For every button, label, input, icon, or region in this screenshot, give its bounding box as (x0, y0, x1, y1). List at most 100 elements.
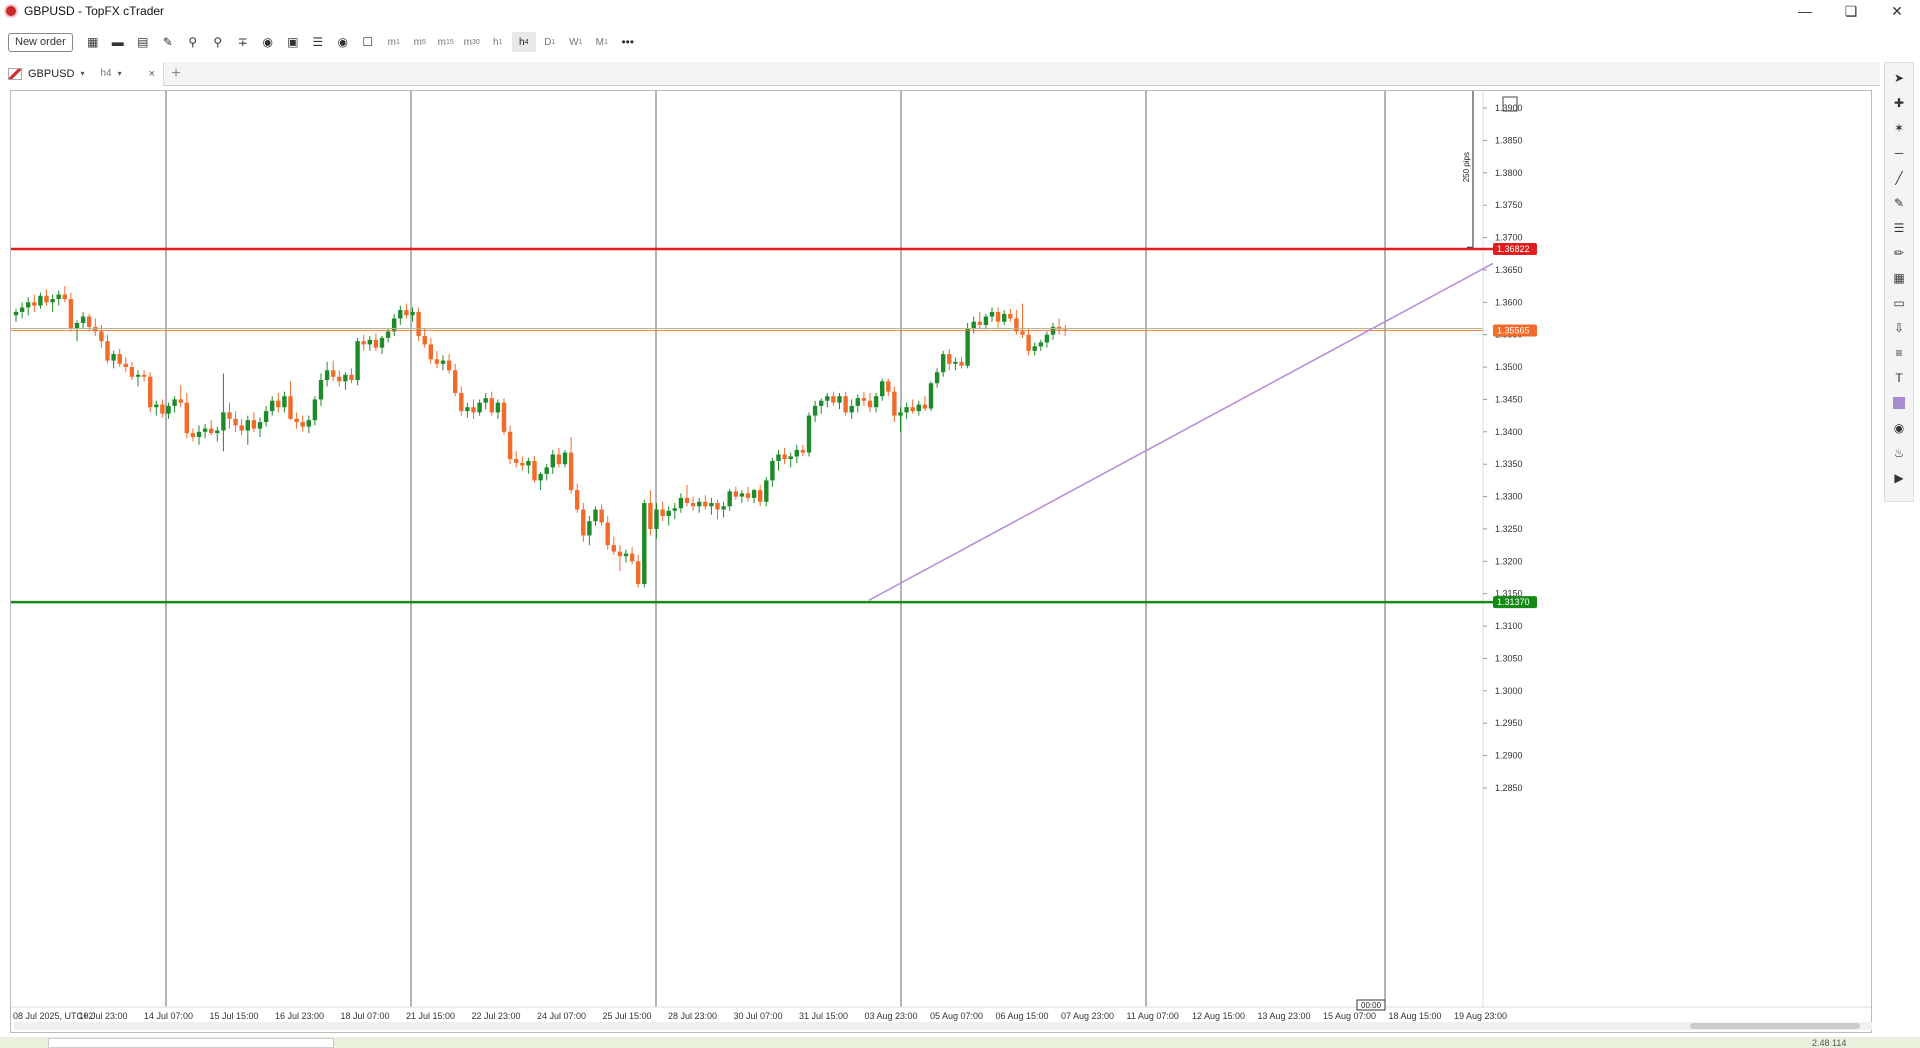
candle-bullish (562, 452, 568, 465)
horizontal-line-icon[interactable]: ─ (1894, 146, 1904, 160)
grid-icon[interactable]: ▦ (1893, 271, 1905, 285)
crosshair-icon[interactable]: ✚ (1893, 96, 1905, 110)
minimize-icon[interactable]: — (1798, 3, 1812, 19)
candle-bullish (928, 383, 934, 409)
sentiment-icon[interactable]: ◉ (262, 35, 273, 49)
rectangle-icon[interactable]: ▭ (1893, 296, 1905, 310)
candle-bullish (343, 374, 348, 382)
candle-bullish (355, 341, 360, 380)
horizontal-scrollbar[interactable] (14, 1022, 1872, 1030)
candle-bearish (446, 360, 452, 371)
chart-area[interactable]: 1.3900 1.3850 1.3800 1.3750 1.3700 1.3650 1.36… (10, 90, 1872, 1033)
candle-bearish (233, 418, 238, 426)
candle-bullish (672, 508, 677, 511)
single-chart-icon[interactable]: ▬ (111, 35, 124, 49)
candle-bearish (568, 452, 574, 491)
restore-icon[interactable]: ❏ (1844, 2, 1858, 19)
fib-icon[interactable]: ☰ (1893, 221, 1905, 235)
replay-icon[interactable]: ▶ (1894, 471, 1904, 485)
candle-bearish (959, 361, 964, 366)
eye-icon[interactable]: ◉ (337, 35, 348, 49)
more-icon[interactable]: ••• (621, 35, 635, 49)
indicators-icon[interactable]: ∓ (237, 35, 248, 49)
candle-bullish (825, 396, 830, 401)
edit-chart-icon[interactable]: ✎ (162, 35, 173, 49)
timeframe-m30[interactable]: m 30 (463, 36, 480, 48)
candle-bullish (1032, 346, 1037, 351)
timeframe-dropdown-icon[interactable]: ▾ (117, 69, 122, 78)
candle-bullish (38, 295, 43, 306)
alert-bell-icon[interactable]: ♨ (1893, 446, 1905, 460)
trend-line-icon[interactable]: ╱ (1895, 171, 1903, 185)
scrollbar-thumb[interactable] (1690, 1023, 1860, 1029)
zoom-in-icon[interactable]: ⚲ (188, 35, 198, 49)
layout-grid-icon[interactable]: ▦ (87, 35, 99, 49)
candle-bearish (331, 370, 336, 377)
tab-timeframe[interactable]: h4 (100, 68, 112, 79)
y-tick-label: 1.3000 (1495, 686, 1523, 696)
y-tick-label: 1.3750 (1495, 200, 1523, 210)
support-price-label-bg (1493, 596, 1537, 609)
candle-bearish (123, 363, 128, 368)
color-swatch-icon[interactable] (1889, 394, 1909, 412)
candle-bullish (1044, 334, 1050, 343)
text-icon[interactable]: T (1895, 371, 1903, 385)
candle-bullish (80, 316, 86, 324)
candle-bullish (770, 460, 775, 481)
candle-bullish (13, 312, 19, 316)
candle-bearish (209, 428, 214, 434)
price-chart[interactable]: 1.3900 1.3850 1.3800 1.3750 1.3700 1.3650 1.36… (11, 91, 1871, 1032)
x-tick-label: 30 Jul 07:00 (734, 1011, 783, 1021)
magnet-icon[interactable]: ✶ (1893, 121, 1905, 135)
arrow-down-icon[interactable]: ⇩ (1893, 321, 1905, 335)
tab-close-icon[interactable]: × (148, 67, 155, 80)
candle-bullish (971, 321, 976, 329)
candle-bearish (373, 339, 379, 348)
cursor-icon[interactable]: ➤ (1893, 71, 1905, 85)
y-tick-label: 1.3400 (1495, 427, 1523, 437)
status-bar (0, 1037, 1920, 1048)
x-tick-label: 15 Jul 15:00 (210, 1011, 259, 1021)
status-input[interactable] (48, 1038, 334, 1048)
tab-gbpusd[interactable]: GBPUSD ▾ h4 ▾ × (0, 61, 164, 86)
candle-bearish (416, 312, 421, 336)
candle-bearish (758, 490, 763, 502)
candle-bullish (721, 506, 726, 510)
symbol-dropdown-icon[interactable]: ▾ (80, 69, 85, 78)
channel-icon[interactable]: ≡ (1895, 346, 1903, 360)
candle-bullish (50, 299, 55, 303)
template-icon[interactable]: ☐ (362, 35, 374, 49)
robot-icon[interactable]: ▣ (287, 35, 299, 49)
zoom-out-icon[interactable]: ⚲ (213, 35, 223, 49)
layers-icon[interactable]: ☰ (312, 35, 324, 49)
x-tick-label: 13 Aug 23:00 (1258, 1011, 1311, 1021)
add-tab-button[interactable]: + (171, 64, 181, 82)
close-icon[interactable]: ✕ (1891, 2, 1903, 19)
timeframe-m15[interactable]: m 15 (437, 36, 454, 48)
candle-bearish (459, 392, 464, 412)
candle-bearish (617, 551, 623, 557)
y-tick-label: 1.3800 (1495, 168, 1523, 178)
candle-bullish (257, 422, 263, 429)
candle-bearish (300, 422, 305, 427)
split-chart-icon[interactable]: ▤ (137, 35, 149, 49)
candle-bearish (1014, 318, 1019, 332)
candle-bullish (324, 370, 330, 380)
candle-bearish (514, 459, 519, 463)
brush-icon[interactable]: ✏ (1893, 246, 1905, 260)
new-order-button[interactable]: New order (8, 32, 73, 52)
candle-bearish (501, 402, 507, 432)
candle-bullish (751, 490, 757, 498)
camera-icon[interactable]: ◉ (1893, 421, 1905, 435)
candle-bullish (202, 428, 208, 432)
pen-icon[interactable]: ✎ (1893, 196, 1905, 210)
x-tick-label: 12 Aug 15:00 (1192, 1011, 1245, 1021)
candle-bearish (660, 509, 665, 516)
